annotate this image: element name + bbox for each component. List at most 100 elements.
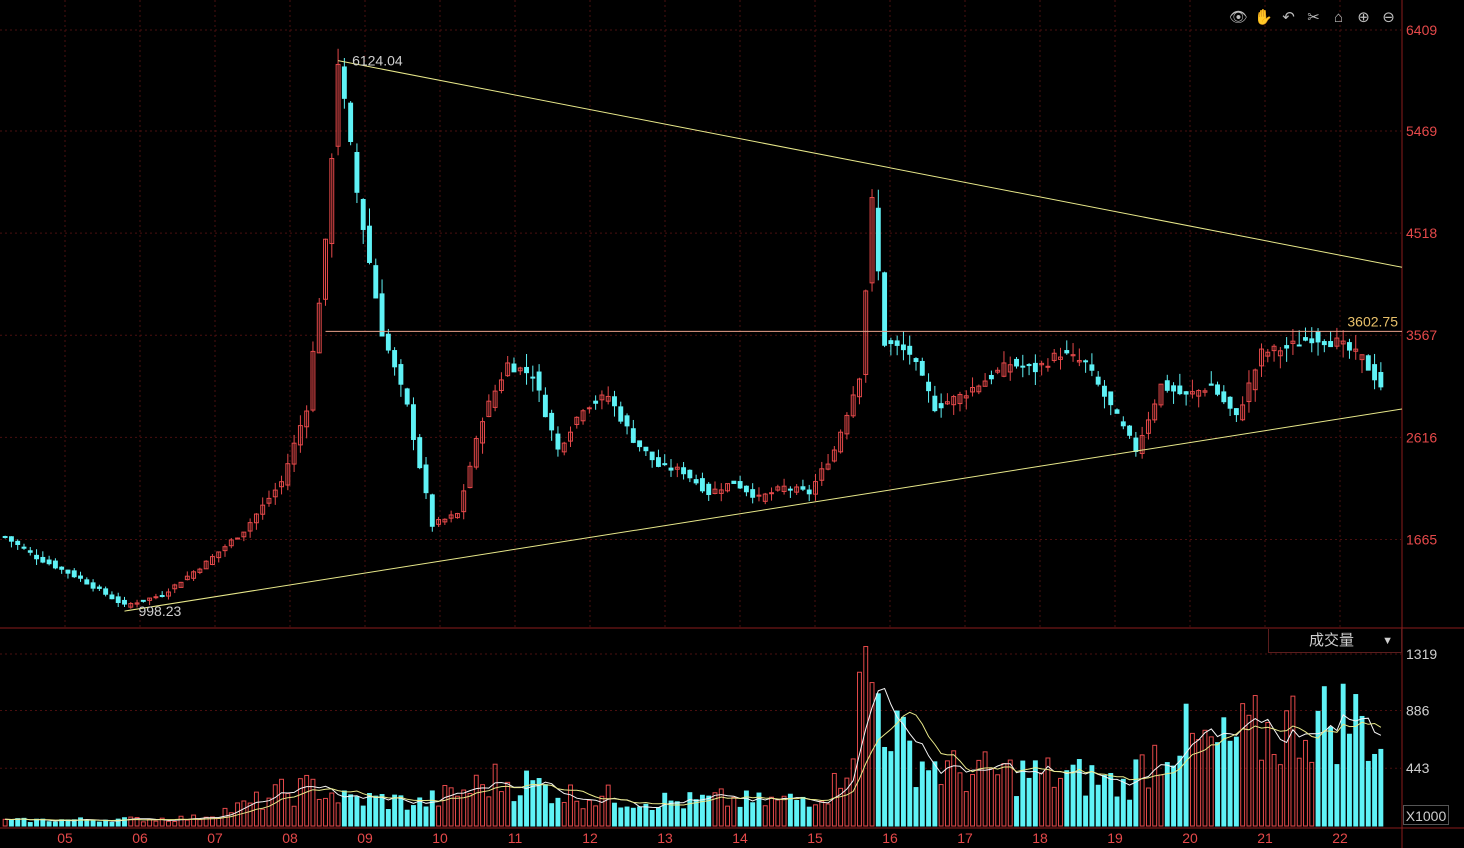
volume-bar — [498, 791, 504, 827]
volume-bar — [762, 805, 768, 827]
candle-body — [348, 102, 354, 142]
x-tick-label: 07 — [207, 830, 223, 846]
zoom-out-icon[interactable]: ⊖ — [1382, 9, 1395, 26]
candle-body — [285, 463, 291, 486]
volume-bar — [1246, 714, 1252, 827]
candle-body — [1315, 331, 1321, 343]
volume-bar — [743, 790, 749, 827]
volume-bar — [806, 806, 812, 827]
candle-body — [1309, 338, 1315, 344]
volume-bar — [398, 795, 404, 827]
volume-bar — [310, 778, 316, 827]
candle-body — [266, 497, 272, 504]
candle-body — [1202, 390, 1208, 393]
candle-body — [743, 485, 749, 493]
volume-bar — [894, 710, 900, 827]
volume-bar — [794, 800, 800, 827]
volume-bar — [15, 818, 21, 827]
candle-body — [235, 537, 241, 540]
volume-bar — [511, 801, 517, 827]
volume-bar — [1070, 764, 1076, 827]
candle-body — [473, 438, 479, 468]
volume-bar — [159, 817, 165, 827]
price-tick-label: 5469 — [1406, 123, 1437, 139]
scissors-icon[interactable]: ✂ — [1307, 9, 1320, 26]
trendlines: 3602.75 6124.04 998.23 — [124, 53, 1403, 619]
volume-bar — [681, 808, 687, 827]
volume-bar — [1177, 755, 1183, 827]
lock-icon[interactable]: ⌂ — [1333, 9, 1344, 26]
volume-bar — [1051, 786, 1057, 827]
candle-body — [838, 431, 844, 453]
volume-bar — [775, 799, 781, 827]
volume-bar — [1045, 757, 1051, 827]
candle-body — [1127, 425, 1133, 436]
candle-body — [1076, 359, 1082, 363]
candle-body — [1095, 376, 1101, 385]
candle-body — [951, 396, 957, 406]
candle-body — [436, 519, 442, 525]
volume-bar — [957, 772, 963, 827]
eye-icon[interactable]: 👁 — [1228, 9, 1249, 26]
x-tick-label: 21 — [1257, 830, 1273, 846]
candle-body — [618, 406, 624, 422]
volume-bar — [90, 820, 96, 827]
candle-body — [247, 522, 253, 532]
candle-body — [624, 415, 630, 427]
candle-body — [1334, 337, 1340, 347]
volume-bar — [612, 802, 617, 827]
volume-bar — [1284, 710, 1290, 827]
candle-body — [1246, 382, 1252, 403]
volume-bar — [1183, 703, 1189, 827]
undo-icon[interactable]: ↶ — [1282, 9, 1295, 26]
candle-body — [260, 504, 266, 515]
volume-bar — [480, 784, 486, 827]
candle-body — [894, 340, 900, 346]
candle-body — [1102, 385, 1107, 397]
candle-body — [46, 559, 52, 565]
volume-bar — [128, 816, 134, 827]
x-tick-label: 20 — [1182, 830, 1198, 846]
volume-bar — [1252, 695, 1258, 827]
candle-body — [1240, 404, 1246, 421]
candle-body — [1020, 365, 1026, 368]
candle-body — [1133, 437, 1139, 452]
candle-body — [279, 481, 284, 488]
x-tick-label: 17 — [957, 830, 973, 846]
candle-body — [404, 388, 410, 405]
x-tick-label: 08 — [282, 830, 298, 846]
x-tick-label: 05 — [57, 830, 73, 846]
candle-body — [1296, 344, 1302, 347]
candle-body — [806, 489, 812, 495]
candle-body — [1171, 385, 1177, 392]
volume-bar — [1290, 695, 1296, 827]
volume-bar — [360, 805, 366, 827]
volume-bar — [555, 797, 561, 827]
volume-bar — [574, 800, 580, 827]
candle-body — [1252, 369, 1258, 391]
candle-body — [787, 488, 793, 491]
candle-body — [191, 571, 197, 579]
volume-indicator-dropdown[interactable]: 成交量 ▼ — [1268, 629, 1402, 653]
volume-bar — [304, 774, 310, 827]
volume-bar — [492, 763, 498, 827]
volume-bar — [78, 817, 83, 827]
volume-bar — [919, 761, 925, 827]
zoom-in-icon[interactable]: ⊕ — [1357, 9, 1370, 26]
volume-bar — [706, 795, 712, 827]
candle-body — [561, 442, 567, 453]
volume-bar — [486, 796, 492, 827]
hand-icon[interactable]: ✋ — [1254, 9, 1273, 26]
candle-body — [882, 272, 888, 346]
candle-body — [524, 366, 529, 374]
candle-body — [454, 513, 460, 519]
candle-body — [1277, 350, 1283, 357]
x-tick-label: 13 — [657, 830, 673, 846]
x-tick-label: 16 — [882, 830, 898, 846]
volume-bar — [1277, 764, 1283, 827]
candle-body — [1014, 358, 1019, 367]
candle-body — [919, 360, 925, 376]
candle-body — [115, 596, 121, 603]
